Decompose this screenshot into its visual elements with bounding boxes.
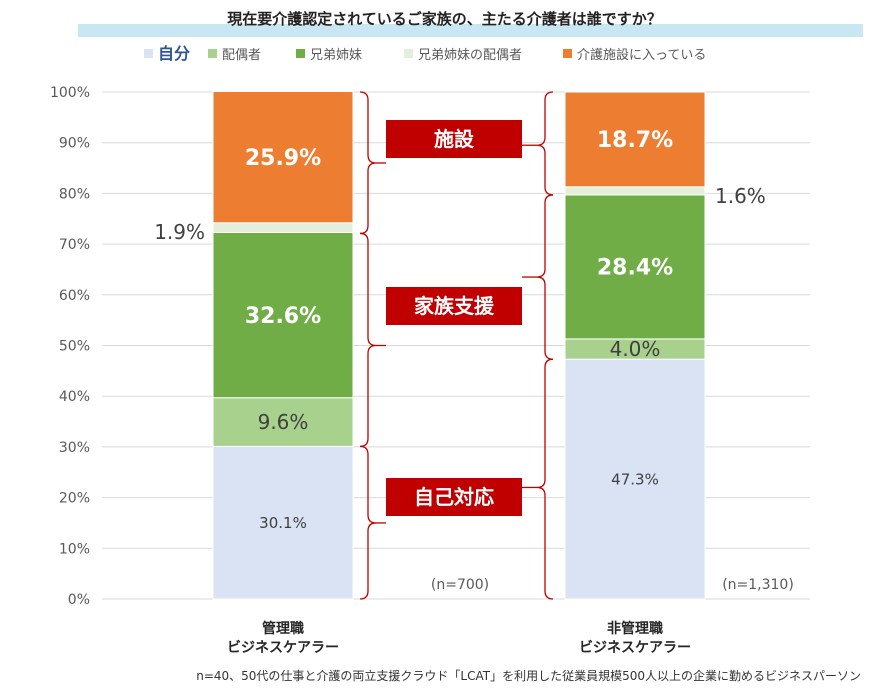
- y-tick-label: 80%: [59, 186, 90, 202]
- group-bracket: [536, 358, 554, 600]
- bar-segment: [212, 231, 354, 399]
- y-tick-label: 40%: [59, 389, 90, 405]
- data-label: 28.4%: [597, 256, 673, 281]
- bar-segment: [212, 222, 354, 233]
- group-bracket: [536, 91, 554, 196]
- y-tick-label: 50%: [59, 339, 90, 355]
- y-tick-label: 100%: [50, 85, 90, 101]
- data-label: 32.6%: [245, 304, 321, 329]
- legend-swatch: [208, 49, 217, 58]
- y-tick-label: 70%: [59, 237, 90, 253]
- legend-label: 兄弟姉妹の配偶者: [418, 48, 522, 63]
- data-label: 9.6%: [258, 410, 309, 434]
- category-label: ビジネスケアラー: [579, 640, 691, 656]
- y-tick-label: 20%: [59, 491, 90, 507]
- y-tick-label: 0%: [68, 592, 90, 608]
- group-bracket: [536, 194, 554, 360]
- bar-segment: [212, 445, 354, 600]
- data-label: 47.3%: [611, 470, 659, 488]
- group-bracket: [359, 445, 377, 600]
- bar-segment: [212, 397, 354, 447]
- bar-segment: [212, 90, 354, 224]
- legend-swatch: [404, 49, 413, 58]
- data-label: 30.1%: [259, 514, 307, 532]
- footnote: n=40、50代の仕事と介護の両立支援クラウド「LCAT」を利用した従業員規模5…: [196, 669, 861, 683]
- data-label: 1.6%: [715, 184, 766, 208]
- bar-segment: [564, 91, 706, 188]
- title-band: [78, 24, 863, 37]
- y-tick-label: 10%: [59, 541, 90, 557]
- category-label: 管理職: [262, 620, 304, 637]
- data-label: 18.7%: [597, 128, 673, 153]
- legend-label: 配偶者: [222, 48, 261, 63]
- legend-label: 自分: [158, 44, 190, 63]
- y-tick-label: 90%: [59, 136, 90, 152]
- legend-label: 介護施設に入っている: [577, 47, 706, 63]
- n-label: (n=700): [431, 577, 489, 593]
- bar-segment: [564, 186, 706, 196]
- data-label: 4.0%: [610, 337, 661, 361]
- legend-swatch: [296, 49, 305, 58]
- data-label: 25.9%: [245, 146, 321, 171]
- y-tick-label: 60%: [59, 288, 90, 304]
- legend-swatch: [144, 49, 153, 58]
- group-label-family-support: 家族支援: [386, 287, 522, 325]
- group-bracket: [359, 91, 377, 235]
- category-label: ビジネスケアラー: [227, 640, 339, 656]
- category-label: 非管理職: [607, 620, 663, 637]
- y-tick-label: 30%: [59, 440, 90, 456]
- bar-segment: [564, 358, 706, 600]
- group-bracket: [359, 232, 377, 448]
- legend-label: 兄弟姉妹: [310, 48, 362, 63]
- legend-swatch: [563, 49, 572, 58]
- group-label-facility: 施設: [386, 120, 522, 158]
- bar-segment: [564, 194, 706, 340]
- data-label: 1.9%: [154, 220, 205, 244]
- group-label-self: 自己対応: [386, 478, 522, 516]
- n-label: (n=1,310): [722, 577, 794, 593]
- chart-title: 現在要介護認定されているご家族の、主たる介護者は誰ですか？: [227, 10, 662, 28]
